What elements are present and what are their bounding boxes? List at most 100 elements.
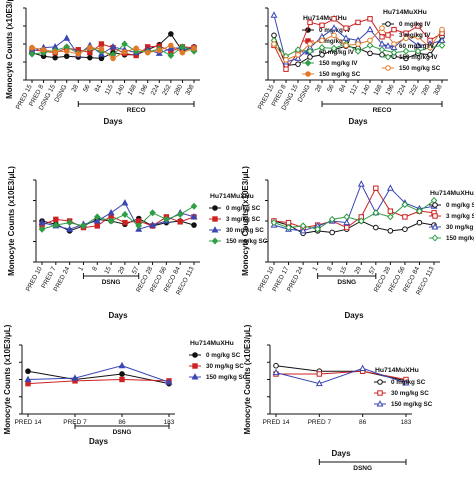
y-axis-label: Monocyte Counts (x10E3/μL) (3, 324, 12, 434)
data-point (386, 184, 394, 191)
data-point (71, 374, 79, 381)
legend: Hu714MuXHu 0 mg/kg SC 3 mg/kg SC 30 mg/kg S… (429, 190, 474, 242)
phase-label: RECO (127, 107, 146, 114)
chart-panel-c1: PRED 14 PRED 7 86 183 DSNG Days Monocyte Count… (3, 324, 248, 446)
data-point (283, 66, 289, 72)
data-point (52, 49, 58, 55)
x-tick-label: 280 (420, 83, 431, 96)
x-axis-label: Days (331, 449, 351, 458)
legend-marker (385, 65, 391, 71)
data-point (343, 218, 351, 226)
data-point (343, 25, 349, 31)
data-point (319, 37, 325, 44)
data-point (52, 54, 58, 61)
data-point (63, 53, 70, 60)
data-point (402, 226, 408, 232)
phase-label: DSNG (337, 279, 356, 286)
x-tick-label: 183 (164, 419, 175, 426)
legend-marker (211, 226, 219, 233)
x-tick-label: 115 (104, 83, 115, 96)
legend-marker (377, 379, 383, 385)
data-point (343, 42, 349, 49)
data-point (355, 19, 361, 26)
x-tick-label: 1 (77, 265, 85, 272)
x-tick-label: 1 (312, 265, 320, 272)
x-tick-label: 140 (115, 83, 126, 96)
data-point (357, 180, 365, 187)
legend-marker (384, 42, 392, 49)
x-tick-label: PRED 14 (262, 419, 289, 426)
data-point (190, 213, 198, 220)
data-point (156, 47, 163, 54)
data-point (414, 41, 422, 48)
data-point (273, 362, 279, 369)
x-tick-label: 84 (94, 83, 104, 93)
data-point (121, 40, 128, 48)
data-point (367, 50, 373, 57)
x-tick-label: 196 (384, 83, 395, 96)
data-point (355, 41, 361, 47)
data-point (373, 185, 379, 191)
x-tick-label: 15 (339, 265, 349, 275)
data-point (414, 47, 422, 55)
data-point (107, 217, 115, 225)
data-point (354, 47, 362, 55)
data-point (318, 44, 326, 52)
data-point (122, 219, 128, 226)
x-tick-label: 8 (326, 265, 334, 272)
data-point (87, 54, 93, 61)
legend-title: Hu714MuXHu (210, 193, 254, 200)
legend-marker (385, 21, 391, 27)
legend-title: Hu714MuXHu (383, 9, 427, 16)
series-line (27, 378, 170, 385)
data-point (391, 26, 397, 33)
data-point (52, 221, 60, 229)
data-point (168, 31, 174, 37)
phase-label: DSNG (353, 465, 372, 472)
data-point (38, 218, 46, 226)
data-point (110, 55, 116, 62)
legend-title: Hu714MuXHu (375, 367, 419, 374)
legend-marker (377, 390, 383, 396)
data-point (387, 208, 394, 214)
data-point (319, 52, 325, 58)
legend-entry: 150 mg/kg SC (226, 238, 268, 245)
data-point (272, 368, 280, 376)
legend-entry: 3 mg/kg SC (446, 213, 474, 220)
x-tick-label: 252 (161, 83, 172, 96)
data-point (294, 54, 302, 61)
data-point (387, 228, 394, 234)
x-axis-label: Days (108, 311, 128, 320)
legend-marker (431, 223, 439, 230)
legend-marker (385, 32, 391, 38)
x-tick-label: 15 (103, 265, 113, 275)
legend-marker (376, 400, 384, 407)
data-point (38, 225, 46, 233)
series-line (273, 182, 435, 232)
data-point (93, 213, 101, 221)
data-point (319, 22, 325, 28)
x-tick-label: 57 (368, 265, 378, 275)
data-point (29, 44, 35, 51)
legend-entry: 60 mg/kg IV (399, 43, 435, 50)
data-point (63, 48, 70, 55)
data-point (75, 51, 82, 57)
legend-entry: 3 mg/kg IV (399, 32, 431, 39)
data-point (379, 25, 385, 31)
x-tick-label: 57 (131, 265, 141, 275)
data-point (270, 11, 278, 18)
x-tick-label: 196 (138, 83, 149, 96)
legend-marker (304, 59, 312, 67)
data-point (270, 219, 278, 227)
x-tick-label: 8 (91, 265, 99, 272)
x-tick-label: 56 (82, 83, 92, 93)
x-tick-label: 56 (326, 83, 336, 93)
data-point (359, 364, 367, 371)
data-point (66, 225, 74, 232)
data-point (53, 216, 59, 223)
data-point (403, 55, 409, 62)
data-point (121, 210, 129, 218)
legend-entry: 30 mg/kg SC (446, 224, 474, 231)
